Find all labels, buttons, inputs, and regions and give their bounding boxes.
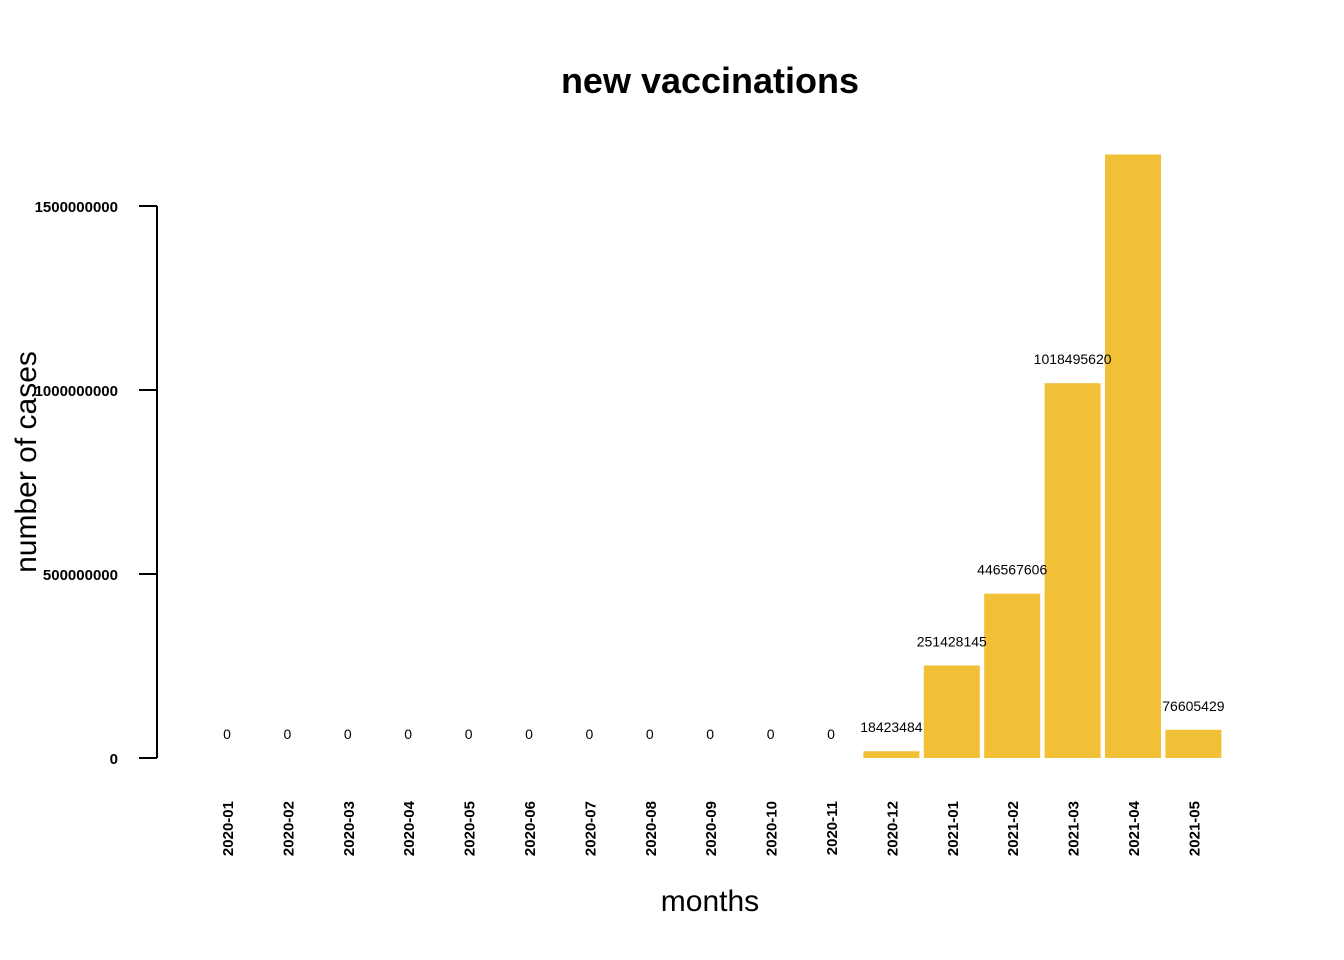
x-tick-label: 2020-05 (462, 801, 479, 856)
bar-2021-03 (1044, 383, 1101, 758)
data-label: 0 (767, 726, 775, 742)
data-label: 0 (646, 726, 654, 742)
x-tick-label: 2021-03 (1066, 801, 1083, 856)
data-label: 0 (223, 726, 231, 742)
data-label: 0 (827, 726, 835, 742)
bar-2021-02 (984, 593, 1041, 758)
bar-2021-04 (1105, 154, 1161, 759)
data-labels: 0 0 0 0 0 0 0 0 0 0 0 18423484 251428145 446567606 101… (223, 351, 1225, 742)
data-label: 0 (706, 726, 714, 742)
data-label: 0 (465, 726, 473, 742)
x-tick-label: 2021-04 (1126, 800, 1143, 856)
x-tick-label: 2020-02 (280, 801, 297, 856)
data-label: 0 (344, 726, 352, 742)
data-label: 251428145 (917, 633, 987, 649)
y-axis-title: number of cases (10, 351, 43, 573)
y-tick-label: 500000000 (43, 567, 118, 584)
y-tick-label: 1500000000 (35, 199, 118, 216)
data-label: 446567606 (977, 562, 1047, 578)
bars (863, 154, 1222, 759)
x-tick-label: 2020-08 (643, 801, 660, 856)
x-tick-label: 2020-06 (522, 801, 539, 856)
x-tick-label: 2020-03 (341, 801, 358, 856)
x-tick-label: 2020-10 (764, 801, 781, 856)
x-tick-label: 2020-12 (884, 801, 901, 856)
x-tick-label: 2020-07 (582, 801, 599, 856)
x-tick-label: 2021-02 (1005, 801, 1022, 856)
x-tick-label: 2020-11 (824, 801, 841, 855)
x-axis-title: months (661, 885, 759, 918)
x-tick-labels: 2020-01 2020-02 2020-03 2020-04 2020-05 2020-… (220, 800, 1203, 856)
data-label: 18423484 (860, 719, 923, 735)
x-tick-label: 2020-09 (703, 801, 720, 856)
data-label: 1018495620 (1034, 351, 1112, 367)
data-label: 0 (284, 726, 292, 742)
data-label: 76605429 (1162, 698, 1225, 714)
x-tick-label: 2020-01 (220, 801, 237, 856)
data-label: 0 (404, 726, 412, 742)
chart-title: new vaccinations (561, 60, 859, 101)
x-tick-label: 2021-01 (945, 801, 962, 856)
bar-2021-05 (1165, 729, 1222, 758)
bar-2021-01 (923, 665, 980, 758)
y-axis-ticks: 0 500000000 1000000000 1500000000 (35, 199, 157, 768)
bar-2020-12 (863, 751, 920, 758)
data-label: 0 (586, 726, 594, 742)
y-tick-label: 1000000000 (35, 383, 118, 400)
y-tick-label: 0 (110, 751, 118, 768)
x-tick-label: 2020-04 (401, 800, 418, 856)
x-tick-label: 2021-05 (1186, 801, 1203, 856)
data-label: 0 (525, 726, 533, 742)
